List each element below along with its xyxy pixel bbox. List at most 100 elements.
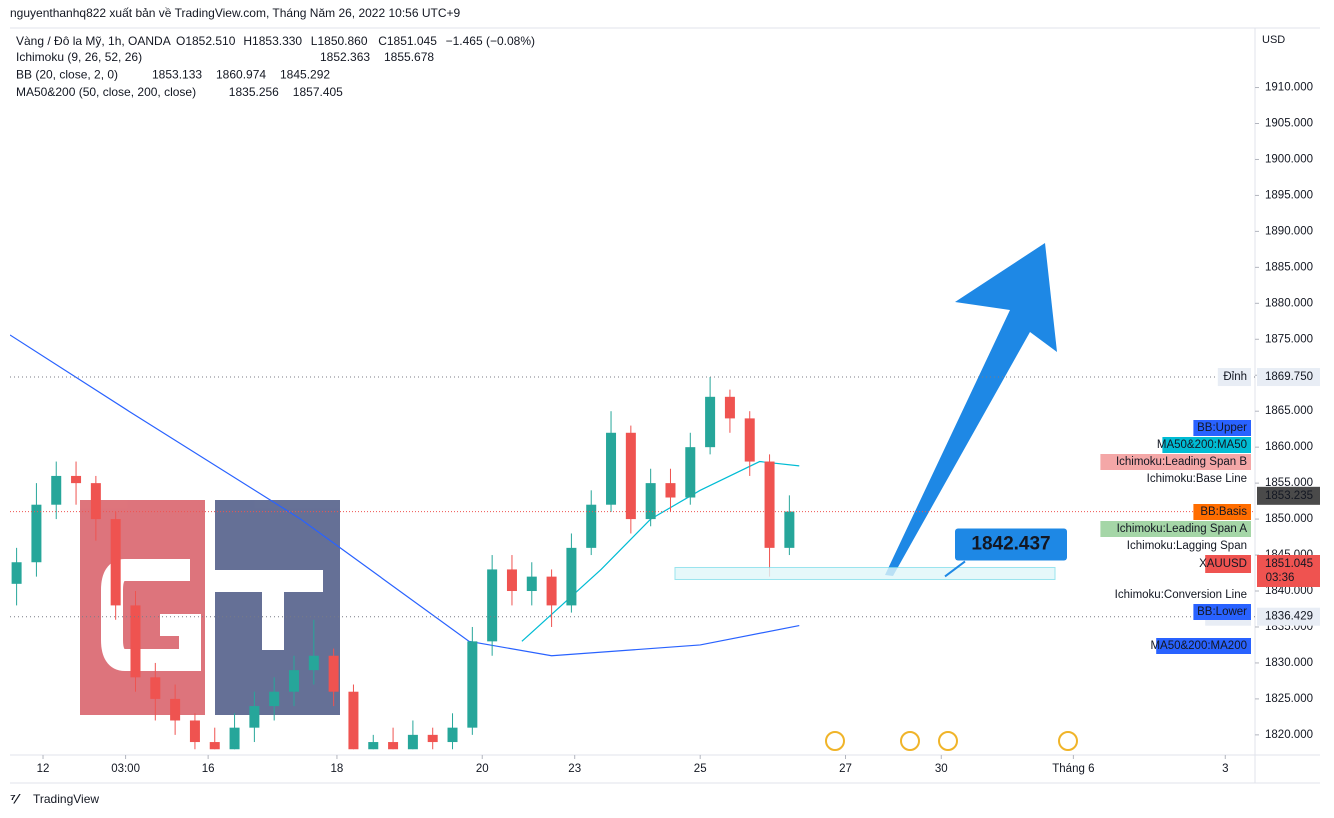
annotation-box <box>955 528 1067 561</box>
candle-body <box>625 432 636 520</box>
y-tick-label: 1850.000 <box>1265 513 1313 525</box>
y-tick-label: 1840.000 <box>1265 585 1313 597</box>
last-price-tag <box>1257 555 1320 587</box>
symbol-tag-label: XAUUSD <box>1199 558 1247 570</box>
legend-ohlc: −1.465 (−0.08%) <box>446 34 535 48</box>
legend-value: 1835.256 <box>229 85 279 99</box>
legend-value: 1855.678 <box>384 50 434 64</box>
x-tick-label: 27 <box>839 763 852 775</box>
candle-body <box>705 396 716 448</box>
legend-ohlc: O1852.510 <box>176 34 236 48</box>
x-tick-label: 16 <box>202 763 215 775</box>
series-tag-label: MA50&200:MA200 <box>1150 640 1247 652</box>
price-tag-label: 1836.429 <box>1265 611 1313 623</box>
indicator-tag-label: Ichimoku:Lagging Span <box>1127 540 1247 552</box>
logo-g <box>80 500 205 715</box>
legend-indicator: Ichimoku (9, 26, 52, 26) <box>16 50 142 64</box>
y-tick-label: 1830.000 <box>1265 657 1313 669</box>
legend-indicator: BB (20, close, 2, 0) <box>16 68 118 82</box>
series-tag <box>1156 638 1251 654</box>
symbol-tag <box>1205 555 1251 573</box>
series-tag-label: MA50&200:MA50 <box>1157 439 1247 451</box>
current-tag-label: 1853.235 <box>1265 490 1313 502</box>
candle-body <box>487 569 498 642</box>
event-flag <box>900 731 920 751</box>
logo-t-stem <box>262 570 284 650</box>
arrow <box>885 243 1057 576</box>
y-tick-label: 1905.000 <box>1265 118 1313 130</box>
legend-value: 1853.133 <box>152 68 202 82</box>
legend-ohlc: H1853.330 <box>243 34 302 48</box>
legend-indicator: MA50&200 (50, close, 200, close) <box>16 85 196 99</box>
indicator-tag <box>1094 587 1251 603</box>
x-tick-label: 20 <box>476 763 489 775</box>
indicator-tag-label: Ichimoku:Leading Span A <box>1117 523 1248 535</box>
candle-body <box>606 432 617 505</box>
candle-body <box>467 641 478 728</box>
candle-body <box>506 569 517 592</box>
price-line-tag <box>1217 368 1251 387</box>
event-flag <box>938 731 958 751</box>
current-tag <box>1257 486 1320 505</box>
candle-body <box>427 734 438 743</box>
indicator-tag-label: Ichimoku:Base Line <box>1147 473 1247 485</box>
candle-body <box>308 655 319 671</box>
price-tag-label: 1869.750 <box>1265 371 1313 383</box>
x-tick-label: Tháng 6 <box>1052 763 1094 775</box>
events <box>825 731 1078 751</box>
candle-body <box>407 734 418 750</box>
annotation-label: 1842.437 <box>971 533 1050 554</box>
candle-body <box>90 483 101 520</box>
last-price-label: 1851.045 <box>1265 558 1313 570</box>
y-tick-label: 1885.000 <box>1265 261 1313 273</box>
x-tick-label: 18 <box>331 763 344 775</box>
candle-body <box>724 396 735 419</box>
indicator-tag-label: Ichimoku:Leading Span B <box>1116 456 1247 468</box>
indicator-tag-label: BB:Lower <box>1197 606 1247 618</box>
candle-body <box>249 706 260 728</box>
y-tick-label: 1895.000 <box>1265 189 1313 201</box>
candle-body <box>51 475 62 505</box>
x-tick-label: 25 <box>694 763 707 775</box>
indicator-tag <box>1100 521 1251 537</box>
publisher: nguyenthanhq822 xuất bản về TradingView.… <box>10 6 461 20</box>
x-tick-label: 3 <box>1222 763 1228 775</box>
candle-body <box>11 562 22 584</box>
candle-body <box>546 576 557 606</box>
y-tick-label: 1875.000 <box>1265 333 1313 345</box>
x-tick-label: 03:00 <box>111 763 140 775</box>
price-line-label: Đỉnh <box>1223 371 1247 383</box>
x-tick-label: 30 <box>935 763 948 775</box>
y-tick-label: 1820.000 <box>1265 729 1313 741</box>
indicator-tag <box>1193 504 1251 520</box>
candle-body <box>744 418 755 462</box>
x-tick-label: 23 <box>568 763 581 775</box>
legend-symbol: Vàng / Đô la Mỹ, 1h, OANDA <box>16 34 171 48</box>
candle-body <box>150 677 161 699</box>
legend-value: 1852.363 <box>320 50 370 64</box>
candle-body <box>645 483 656 520</box>
y-tick-label: 1860.000 <box>1265 441 1313 453</box>
y-tick-label: 1865.000 <box>1265 405 1313 417</box>
candle-body <box>764 461 775 548</box>
price-tag <box>1257 607 1320 626</box>
candle-body <box>170 698 181 721</box>
candle-body <box>229 727 240 750</box>
annotation-zone <box>674 566 1056 580</box>
candle-body <box>348 691 359 750</box>
plot <box>10 334 800 750</box>
candle-body <box>368 742 379 750</box>
event-flag <box>1058 731 1078 751</box>
series-tag <box>1162 437 1251 453</box>
indicator-tag <box>1193 420 1251 436</box>
indicator-tag-label: BB:Upper <box>1197 422 1247 434</box>
price-tag <box>1257 368 1320 387</box>
brand-mark: ⁷⁄ <box>10 791 21 807</box>
candle-body <box>685 447 696 498</box>
candle-body <box>209 742 220 750</box>
candle-body <box>189 720 200 743</box>
legend-ohlc: C1851.045 <box>378 34 437 48</box>
indicator-tag <box>1131 471 1251 487</box>
y-tick-label: 1825.000 <box>1265 693 1313 705</box>
